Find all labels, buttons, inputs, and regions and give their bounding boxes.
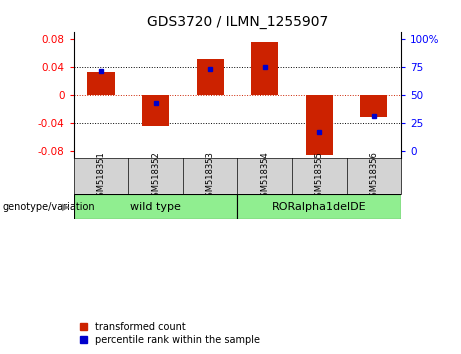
Bar bbox=[74, 194, 237, 219]
Text: GSM518351: GSM518351 bbox=[96, 151, 106, 201]
Text: GSM518355: GSM518355 bbox=[315, 151, 324, 201]
Text: wild type: wild type bbox=[130, 202, 181, 212]
Text: genotype/variation: genotype/variation bbox=[2, 202, 95, 212]
Text: ▶: ▶ bbox=[62, 202, 69, 212]
Text: RORalpha1delDE: RORalpha1delDE bbox=[272, 202, 366, 212]
Bar bbox=[196, 58, 224, 95]
Bar bbox=[360, 95, 387, 118]
Bar bbox=[88, 72, 115, 95]
Legend: transformed count, percentile rank within the sample: transformed count, percentile rank withi… bbox=[79, 321, 261, 346]
Text: GSM518356: GSM518356 bbox=[369, 151, 378, 202]
Bar bbox=[142, 95, 169, 126]
Text: GSM518353: GSM518353 bbox=[206, 151, 215, 202]
Title: GDS3720 / ILMN_1255907: GDS3720 / ILMN_1255907 bbox=[147, 16, 328, 29]
Bar bbox=[251, 42, 278, 95]
Bar bbox=[306, 95, 333, 155]
Text: GSM518354: GSM518354 bbox=[260, 151, 269, 201]
Text: GSM518352: GSM518352 bbox=[151, 151, 160, 201]
Bar bbox=[237, 194, 401, 219]
